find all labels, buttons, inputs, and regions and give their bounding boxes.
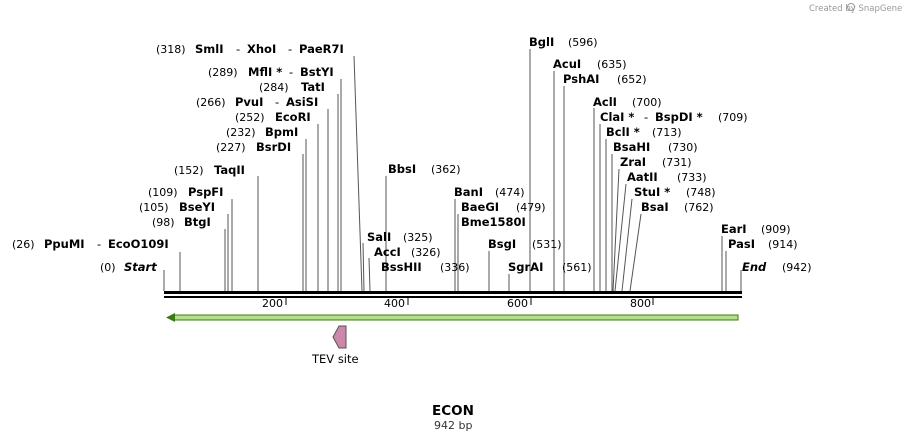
tick-label-600: 600 [507,297,528,310]
svg-text:-: - [97,237,101,251]
site-asisi[interactable]: AsiSI [286,95,318,109]
site-pos: (531) [532,238,562,251]
site-smli[interactable]: SmlI [195,42,224,56]
site-eari[interactable]: EarI [721,222,747,236]
site-pos: (326) [411,246,441,259]
site-pos: (252) [235,111,265,124]
svg-text:-: - [644,110,648,124]
svg-text:-: - [275,95,279,109]
svg-text:-: - [236,42,240,56]
leader-lines [179,49,727,292]
site-bgli[interactable]: BglI [529,35,554,49]
tev-site-feature[interactable] [332,325,347,349]
ruler-ticks [285,298,654,305]
site-pos: (289) [208,66,238,79]
site-pos: (909) [761,223,791,236]
site-bpmi[interactable]: BpmI [265,125,298,139]
snapgene-logo-icon [847,3,855,11]
site-bseyi[interactable]: BseYI [179,200,215,214]
site-pos: (733) [677,171,707,184]
site-sali[interactable]: SalI [367,230,391,244]
site-pos: (362) [431,163,461,176]
site-bsrdi[interactable]: BsrDI [256,140,291,154]
site-aatii[interactable]: AatII [627,170,658,184]
site-pasi[interactable]: PasI [728,237,755,251]
site-bbsi[interactable]: BbsI [388,162,416,176]
site-ecori[interactable]: EcoRI [275,110,311,124]
site-pos: (635) [597,58,627,71]
site-ecoo109i[interactable]: EcoO109I [108,237,169,251]
map-title: ECON [432,403,474,419]
site-stui[interactable]: StuI * [634,185,670,199]
site-pos: (266) [196,96,226,109]
site-bstyi[interactable]: BstYI [300,65,334,79]
site-pos: (325) [403,231,433,244]
backbone-strand-top [164,291,742,294]
site-pos: (914) [768,238,798,251]
site-acui[interactable]: AcuI [553,57,581,71]
site-pos: (652) [617,73,647,86]
site-baegi[interactable]: BaeGI [461,200,499,214]
site-pos: (713) [652,126,682,139]
site-taqii[interactable]: TaqII [214,163,245,177]
site-pos: (731) [662,156,692,169]
site-tati[interactable]: TatI [301,80,325,94]
backbone-strand-bottom [164,296,742,298]
site-pos: (479) [516,201,546,214]
site-pos: (152) [174,164,204,177]
site-pshai[interactable]: PshAI [563,72,599,86]
orf-arrow[interactable] [166,313,739,322]
site-zrai[interactable]: ZraI [620,155,646,169]
site-pos: (762) [684,201,714,214]
site-ppumi[interactable]: PpuMI [44,237,85,251]
site-pos: (26) [12,238,35,251]
site-pos: (561) [562,261,592,274]
site-pos: (730) [668,141,698,154]
site-bme1580i[interactable]: Bme1580I [461,215,526,229]
tick-label-800: 800 [630,297,651,310]
site-bsgi[interactable]: BsgI [488,237,516,251]
feature-label: TEV site [311,352,359,366]
site-clai[interactable]: ClaI * [600,110,634,124]
site-sgrai[interactable]: SgrAI [508,260,543,274]
site-pos: (700) [632,96,662,109]
site-pos: (98) [152,216,175,229]
site-btgi[interactable]: BtgI [184,215,211,229]
map-length: 942 bp [434,419,472,432]
site-paer7i[interactable]: PaeR7I [299,42,344,56]
tick-label-200: 200 [262,297,283,310]
credit-text: Created by SnapGene [809,4,902,14]
site-bsai[interactable]: BsaI [641,200,669,214]
site-acci[interactable]: AccI [374,245,401,259]
site-pos: (336) [440,261,470,274]
site-acli[interactable]: AclI [593,95,617,109]
start-position: (0) [100,261,116,274]
site-pos: (709) [718,111,748,124]
site-pspfi[interactable]: PspFI [188,185,223,199]
site-pvui[interactable]: PvuI [235,95,263,109]
site-mfli[interactable]: MflI * [248,65,282,79]
site-xhoi[interactable]: XhoI [247,42,276,56]
site-pos: (284) [259,81,289,94]
site-pos: (109) [148,186,178,199]
site-pos: (596) [568,36,598,49]
end-position: (942) [782,261,812,274]
site-pos: (748) [686,186,716,199]
site-pos: (474) [495,186,525,199]
svg-text:-: - [289,65,293,79]
site-bsshii[interactable]: BssHII [381,260,422,274]
site-pos: (227) [216,141,246,154]
svg-text:-: - [288,42,292,56]
site-pos: (318) [156,43,186,56]
site-bsahi[interactable]: BsaHI [613,140,650,154]
end-label: End [742,260,767,274]
site-pos: (105) [139,201,169,214]
start-label: Start [124,260,157,274]
site-pos: (232) [226,126,256,139]
tick-label-400: 400 [384,297,405,310]
site-bani[interactable]: BanI [454,185,483,199]
site-bcli[interactable]: BclI * [606,125,640,139]
site-bspdi[interactable]: BspDI * [655,110,703,124]
